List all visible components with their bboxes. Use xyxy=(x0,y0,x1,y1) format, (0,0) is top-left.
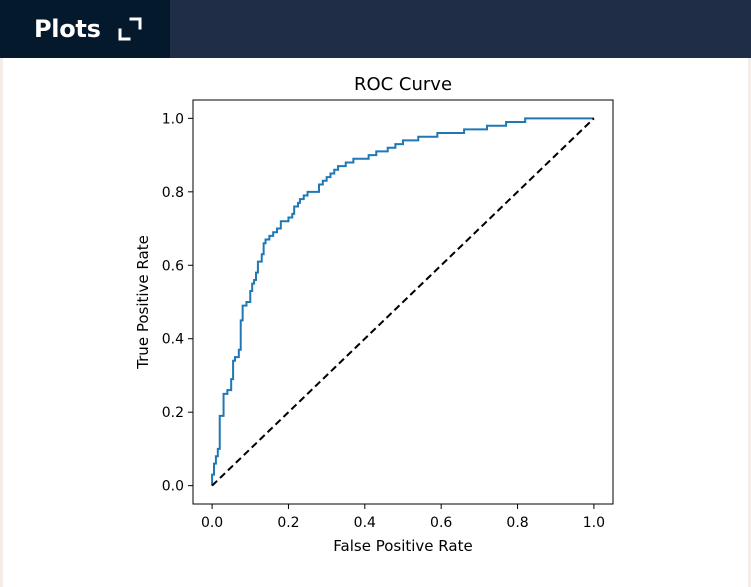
x-tick-label: 0.0 xyxy=(201,515,223,531)
y-axis-label: True Positive Rate xyxy=(134,235,152,370)
y-tick-label: 0.0 xyxy=(162,479,184,495)
top-bar: Plots xyxy=(0,0,751,58)
expand-icon[interactable] xyxy=(117,16,143,42)
x-tick-label: 0.6 xyxy=(430,515,452,531)
plot-panel: ROC Curve 0.0 0.2 0.4 0.6 0.8 1.0 0.0 0.2 0.4 0.6 0… xyxy=(3,58,748,587)
y-tick-label: 0.6 xyxy=(162,258,184,274)
chance-diagonal-line xyxy=(211,117,595,487)
y-tick-label: 0.4 xyxy=(162,332,184,348)
axes-frame xyxy=(192,99,614,505)
roc-chart: ROC Curve 0.0 0.2 0.4 0.6 0.8 1.0 0.0 0.2 0.4 0.6 0… xyxy=(134,74,614,555)
x-tick-label: 0.8 xyxy=(506,515,528,531)
roc-curve-line xyxy=(211,117,594,486)
x-axis-label: False Positive Rate xyxy=(333,537,472,555)
x-tick-label: 0.2 xyxy=(277,515,299,531)
chart-title: ROC Curve xyxy=(354,74,452,95)
x-tick-label: 0.4 xyxy=(354,515,376,531)
y-tick-label: 1.0 xyxy=(162,111,184,127)
y-tick-label: 0.8 xyxy=(162,185,184,201)
tab-plots[interactable]: Plots xyxy=(0,0,170,58)
tab-plots-label: Plots xyxy=(34,15,101,43)
y-tick-label: 0.2 xyxy=(162,405,184,421)
x-tick-label: 1.0 xyxy=(583,515,605,531)
